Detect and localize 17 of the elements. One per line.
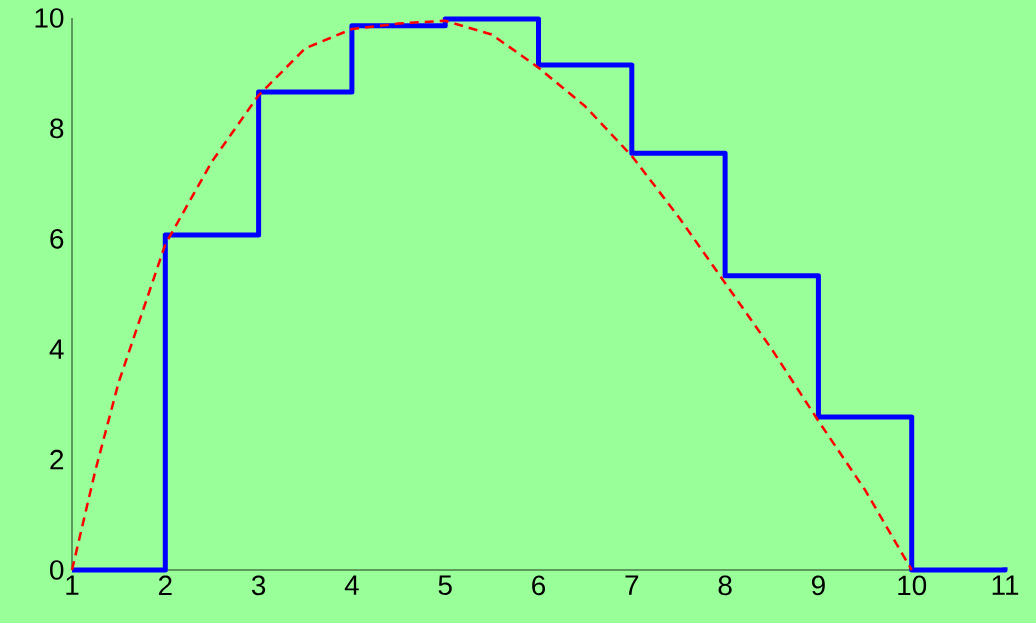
y-tick-label: 6: [50, 228, 64, 249]
x-tick-label: 11: [992, 575, 1019, 595]
y-tick-label: 2: [50, 449, 64, 470]
x-tick-label: 3: [251, 575, 266, 596]
x-tick-label: 10: [898, 575, 927, 596]
y-tick-label: 4: [49, 339, 64, 359]
y-tick-label: 8: [50, 118, 64, 139]
x-tick-label: 8: [718, 575, 732, 596]
x-tick-label: 4: [344, 575, 359, 595]
x-tick-label: 2: [158, 575, 172, 595]
x-tick-label: 5: [438, 575, 452, 595]
x-tick-label: 6: [532, 575, 546, 596]
x-tick-label: 9: [811, 575, 825, 596]
x-tick-label: 1: [66, 575, 79, 595]
y-tick-label: 0: [50, 560, 64, 580]
x-tick-label: 7: [625, 575, 639, 595]
y-tick-label: 10: [35, 8, 64, 28]
